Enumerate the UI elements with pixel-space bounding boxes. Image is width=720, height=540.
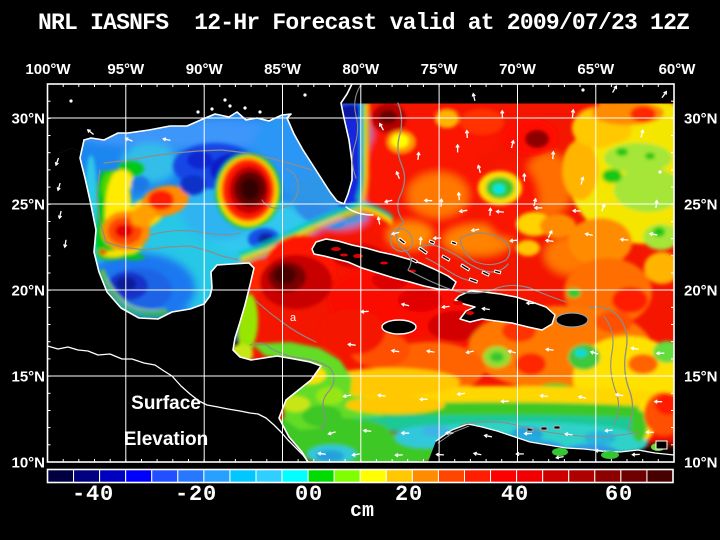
- svg-text:-40: -40: [72, 482, 114, 507]
- svg-text:25°N: 25°N: [11, 197, 45, 214]
- svg-text:10°N: 10°N: [684, 455, 718, 472]
- svg-text:NRL IASNFS 12-Hr Forecast val: NRL IASNFS 12-Hr Forecast valid at 2009/…: [38, 10, 689, 36]
- svg-text:100°W: 100°W: [25, 61, 71, 78]
- svg-text:60°W: 60°W: [659, 61, 697, 78]
- svg-text:30°N: 30°N: [11, 111, 45, 128]
- svg-text:25°N: 25°N: [684, 197, 718, 214]
- svg-text:10°N: 10°N: [11, 455, 45, 472]
- svg-text:80°W: 80°W: [342, 61, 380, 78]
- svg-text:30°N: 30°N: [684, 111, 718, 128]
- svg-text:20°N: 20°N: [11, 283, 45, 300]
- svg-text:Surface: Surface: [131, 393, 201, 414]
- svg-text:20: 20: [395, 482, 423, 507]
- svg-text:70°W: 70°W: [499, 61, 537, 78]
- svg-text:cm: cm: [350, 500, 374, 523]
- svg-text:a: a: [290, 312, 297, 324]
- svg-text:00: 00: [295, 482, 323, 507]
- svg-text:15°N: 15°N: [11, 369, 45, 386]
- svg-text:40: 40: [501, 482, 529, 507]
- svg-text:75°W: 75°W: [421, 61, 459, 78]
- svg-text:Elevation: Elevation: [124, 429, 208, 450]
- svg-text:85°W: 85°W: [264, 61, 302, 78]
- svg-text:90°W: 90°W: [186, 61, 224, 78]
- svg-text:-20: -20: [175, 482, 217, 507]
- svg-text:60: 60: [605, 482, 633, 507]
- svg-text:65°W: 65°W: [577, 61, 615, 78]
- svg-text:95°W: 95°W: [107, 61, 145, 78]
- svg-text:20°N: 20°N: [684, 283, 718, 300]
- svg-text:15°N: 15°N: [684, 369, 718, 386]
